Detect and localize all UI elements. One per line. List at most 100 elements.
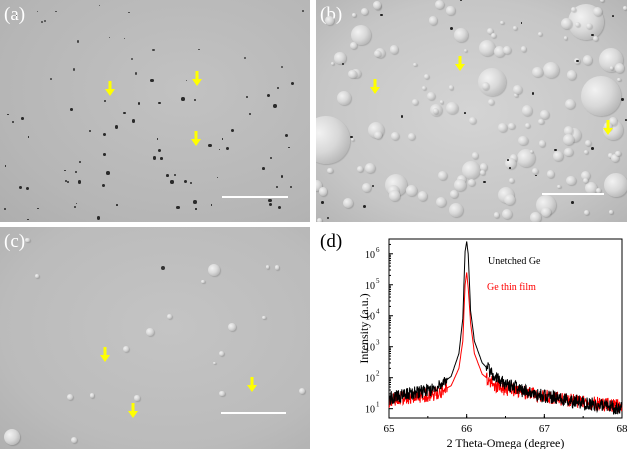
particle [278,205,282,209]
etch-pit [350,137,354,141]
scale-bar [222,196,288,198]
etch-pit [337,91,351,105]
etch-pit [610,66,614,70]
y-tick-exponent: 1 [376,401,380,409]
particle [591,147,595,150]
particle [25,186,30,190]
etch-pit [552,151,563,161]
particle [185,80,188,82]
particle [37,207,39,210]
particle [268,198,272,203]
particle [152,49,155,52]
particle [520,21,523,24]
particle [576,59,579,63]
x-tick-label: 68 [617,423,627,435]
particle [193,99,196,102]
particle [280,174,284,178]
etch-pit [564,147,573,156]
scale-bar [221,412,286,414]
particle [208,143,212,148]
etch-pit [360,8,368,16]
particle [74,171,77,174]
etch-pit [432,108,438,114]
scale-bar [542,193,604,195]
etch-pit [67,394,73,400]
particle [64,180,67,183]
etch-pit [518,135,528,146]
particle [326,217,330,220]
particle [190,181,193,184]
etch-pit [25,237,30,243]
series-line-ge-thin-film [388,272,623,413]
particle [75,202,78,205]
particle [591,34,594,37]
etch-pit [469,117,477,125]
particle [103,153,107,156]
particle [131,119,136,124]
etch-pit [503,193,516,206]
etch-pit [567,70,577,80]
particle [79,161,82,164]
etch-pit [493,211,500,218]
etch-pit [265,265,270,269]
etch-pit [563,133,574,145]
particle [130,57,133,60]
etch-pit [571,6,577,12]
particle [96,216,101,220]
y-tick-label: 10 [365,250,375,261]
etch-pit [343,198,354,209]
particle [531,92,534,95]
y-tick-exponent: 6 [376,246,380,254]
particle [262,167,266,171]
particle [21,116,24,120]
y-tick-label: 10 [365,312,375,323]
etch-pit [479,40,495,56]
etch-pit [479,170,485,175]
etch-pit [583,209,590,216]
etch-pit [623,6,627,11]
etch-pit [454,28,468,42]
etch-pit [585,22,592,29]
etch-pit [364,162,375,173]
etch-pit [592,35,598,41]
etch-pit [167,314,172,320]
particle [27,218,30,221]
etch-pit [487,98,495,106]
particle [221,138,224,141]
etch-pit [524,123,530,129]
particle [158,149,162,153]
particle [19,186,23,190]
particle [509,166,512,169]
particle [108,36,111,39]
etch-pit [362,183,372,193]
particle [149,78,154,83]
etch-pit [563,126,574,137]
etch-pit [501,209,512,220]
etch-pit [608,153,613,158]
etch-pit [546,170,555,178]
particle [350,135,353,139]
particle [225,147,229,150]
particle [161,266,165,270]
etch-pit [389,45,399,54]
panel-label-d: (d) [320,231,343,252]
particle [554,148,557,152]
particle [102,133,106,137]
etch-pit [316,116,350,164]
etch-pit [514,93,518,97]
particle [218,149,220,151]
particle [137,101,141,105]
etch-pit [493,45,505,57]
particle [268,202,273,207]
etch-pit [334,52,346,64]
x-axis-label: 2 Theta-Omega (degree) [447,436,565,449]
etch-pit [560,17,572,29]
etch-pit [298,388,305,395]
etch-pit [463,48,468,53]
particle [15,15,17,17]
etch-pit [449,203,463,217]
etch-pit [593,7,603,17]
particle [230,129,234,133]
particle [76,40,80,43]
particle [102,183,106,187]
